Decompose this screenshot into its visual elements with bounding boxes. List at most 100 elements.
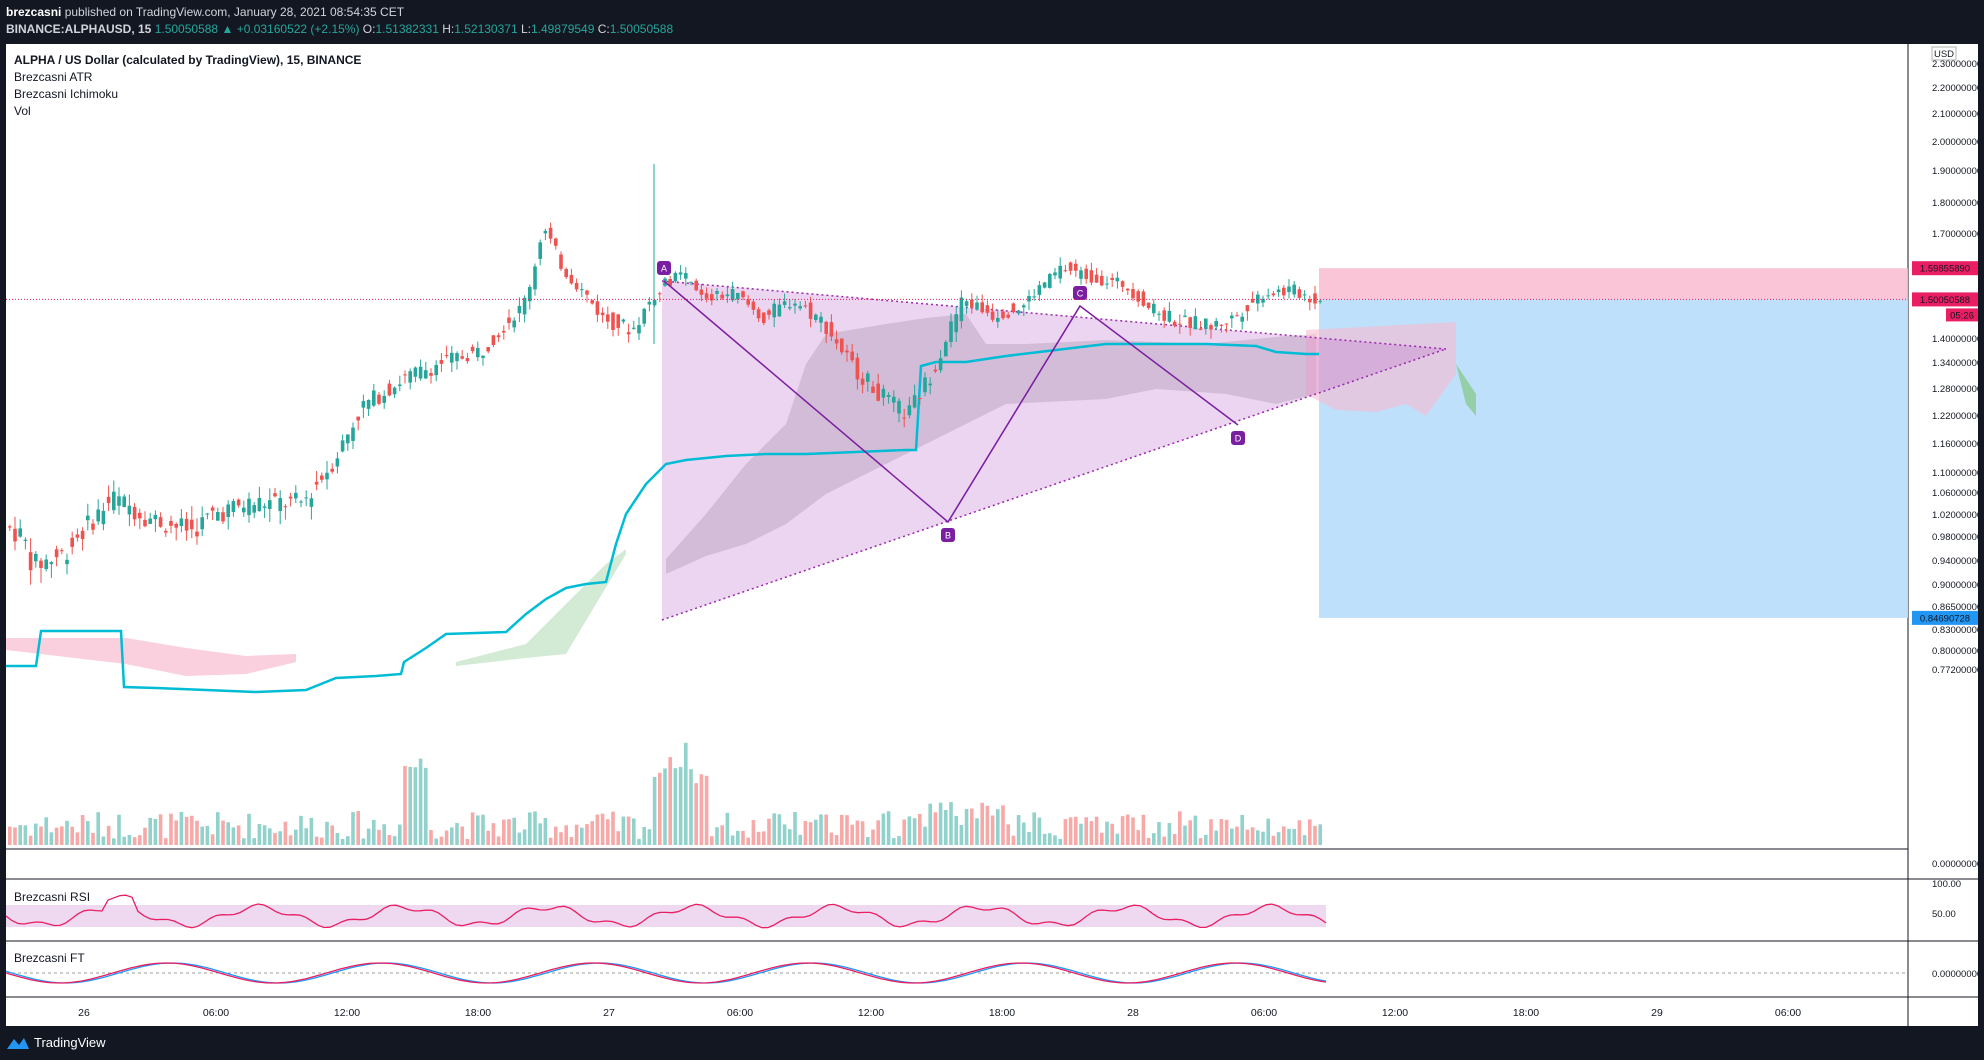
volume-bar: [91, 832, 95, 845]
volume-bar: [413, 767, 418, 845]
volume-bar: [242, 838, 246, 845]
candle: [455, 353, 459, 362]
candle: [1006, 314, 1010, 318]
volume-bar: [429, 830, 433, 845]
volume-bar: [1157, 822, 1161, 845]
volume-bar: [28, 835, 33, 845]
candle: [1068, 262, 1073, 271]
candle: [829, 322, 834, 337]
publish-line: brezcasni published on TradingView.com, …: [6, 5, 404, 19]
candle: [1178, 323, 1182, 325]
candle: [975, 302, 979, 310]
candle: [86, 515, 90, 521]
chart-area[interactable]: A B C D 2.30000000 2.20000000 2.10000000 2.0000…: [6, 44, 1978, 1026]
volume-bar: [798, 834, 802, 845]
pattern-point-label: B: [945, 531, 951, 541]
candle: [288, 496, 293, 499]
candle: [377, 394, 381, 404]
candle: [242, 507, 246, 513]
candle: [80, 530, 85, 540]
volume-bar: [491, 823, 496, 845]
candle: [96, 509, 100, 522]
candle: [658, 293, 662, 295]
ft-pane-label[interactable]: Brezcasni FT: [14, 951, 85, 965]
candle: [751, 301, 756, 310]
volume-bar: [912, 818, 917, 845]
candle: [902, 417, 906, 419]
chart-legend: ALPHA / US Dollar (calculated by Trading…: [14, 52, 361, 120]
volume-bar: [1016, 815, 1021, 845]
candle: [876, 383, 880, 401]
volume-bar: [512, 817, 516, 845]
volume-bar: [1302, 835, 1307, 845]
candle: [710, 294, 714, 301]
candle: [522, 297, 527, 315]
tradingview-logo-icon[interactable]: [6, 1035, 30, 1051]
volume-bar: [325, 821, 329, 845]
candle: [184, 518, 189, 531]
volume-bar: [1276, 832, 1281, 845]
time-axis-label: 12:00: [1382, 1007, 1408, 1019]
volume-bar: [1141, 814, 1146, 845]
candle: [164, 530, 168, 533]
rsi-pane-label[interactable]: Brezcasni RSI: [14, 890, 91, 904]
volume-bar: [216, 812, 220, 845]
price-chart[interactable]: A B C D 2.30000000 2.20000000 2.10000000 2.0000…: [6, 44, 1978, 1026]
candle: [1079, 270, 1083, 279]
candle: [273, 493, 277, 497]
volume-bar: [106, 825, 111, 845]
candle: [148, 518, 152, 524]
candle: [158, 517, 163, 527]
volume-bar: [762, 831, 766, 845]
candle: [257, 497, 262, 512]
volume-bar: [221, 820, 225, 845]
volume-bar: [1146, 837, 1151, 845]
time-axis-label: 27: [603, 1007, 615, 1019]
candle: [1188, 317, 1192, 328]
volume-bar: [980, 802, 984, 845]
volume-bar: [507, 819, 511, 845]
volume-bar: [387, 834, 392, 845]
volume-bar: [1136, 830, 1140, 845]
legend-ichimoku[interactable]: Brezcasni Ichimoku: [14, 87, 119, 101]
candle: [387, 383, 392, 396]
legend-volume[interactable]: Vol: [14, 104, 31, 118]
candle: [70, 537, 74, 547]
volume-bar: [559, 832, 563, 845]
volume-bar: [1053, 835, 1057, 845]
candle: [652, 299, 657, 306]
legend-atr[interactable]: Brezcasni ATR: [14, 70, 93, 84]
volume-bar: [450, 827, 454, 845]
pattern-point-badge: [1073, 286, 1087, 300]
candle: [964, 301, 969, 306]
volume-bar: [756, 831, 761, 845]
candle: [1245, 305, 1250, 312]
last-price-tag-text: 1.50050588: [1920, 295, 1970, 306]
volume-bar: [1001, 805, 1005, 845]
price-axis-label: 0.77200000: [1932, 665, 1978, 676]
candle: [382, 395, 386, 403]
candle: [439, 359, 444, 364]
candle: [871, 386, 875, 393]
volume-bar: [299, 815, 303, 845]
volume-bar: [704, 775, 709, 845]
candle: [704, 293, 709, 299]
candle: [169, 520, 173, 526]
candle: [434, 364, 438, 376]
publisher-name[interactable]: brezcasni: [6, 5, 62, 19]
volume-bar: [486, 830, 490, 845]
candle: [1001, 311, 1005, 319]
footer-brand[interactable]: TradingView: [34, 1035, 106, 1050]
candle: [1120, 281, 1125, 287]
volume-bar: [684, 742, 688, 845]
volume-bar: [122, 836, 126, 845]
price-axis-label: 1.28000000: [1932, 384, 1978, 395]
published-text: published on TradingView.com, January 28…: [64, 5, 405, 19]
candle: [985, 305, 990, 313]
up-arrow-icon: ▲: [221, 22, 234, 36]
volume-bar: [741, 830, 745, 845]
candle: [320, 475, 324, 480]
volume-bar: [268, 828, 272, 845]
rsi-scale-50: 50.00: [1932, 909, 1956, 920]
volume-bar: [1105, 821, 1109, 845]
